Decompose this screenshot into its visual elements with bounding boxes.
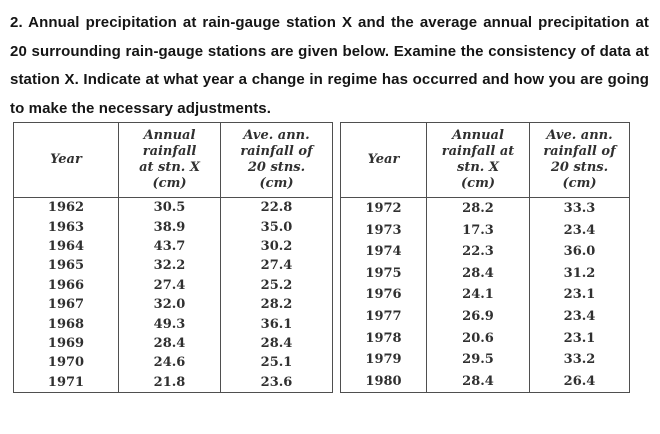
table-filler <box>340 391 630 393</box>
table-row: 1980 28.4 26.4 <box>340 370 630 392</box>
table-header: Year Annual rainfall at stn. X (cm) Ave.… <box>340 122 630 198</box>
table-cell: 1972 <box>340 197 427 220</box>
table-cell: 23.1 <box>529 284 630 306</box>
table-cell: 28.4 <box>220 333 333 354</box>
table-cell: 26.9 <box>426 305 530 328</box>
table-cell: 29.5 <box>426 348 530 371</box>
rainfall-table-1962-1971: Year Annual rainfall at stn. X (cm) Ave.… <box>13 122 333 393</box>
table-cell: 1977 <box>340 305 427 328</box>
table-cell: 49.3 <box>118 314 221 334</box>
column-header-station-x-rainfall: Annual rainfall at stn. X (cm) <box>118 122 221 198</box>
table-row: 1968 49.3 36.1 <box>13 314 333 334</box>
table-row: 1972 28.2 33.3 <box>340 197 630 220</box>
table-cell: 43.7 <box>118 236 221 257</box>
table-cell: 1980 <box>340 370 427 392</box>
table-cell: 22.3 <box>426 241 530 263</box>
table-row: 1971 21.8 23.6 <box>13 372 333 393</box>
table-cell: 30.2 <box>220 236 333 257</box>
table-cell: 25.1 <box>220 353 333 373</box>
table-cell: 28.2 <box>220 294 333 315</box>
empty-row <box>340 391 630 393</box>
table-cell: 28.4 <box>426 262 530 285</box>
table-row: 1975 28.4 31.2 <box>340 262 630 285</box>
table-cell: 1975 <box>340 262 427 285</box>
table-cell: 24.6 <box>118 353 221 373</box>
table-cell: 1964 <box>13 236 119 257</box>
table-row: 1973 17.3 23.4 <box>340 219 630 242</box>
empty-cell <box>426 391 530 393</box>
column-header-year: Year <box>340 122 427 198</box>
table-row: 1977 26.9 23.4 <box>340 305 630 328</box>
table-cell: 35.0 <box>220 217 333 237</box>
table-cell: 21.8 <box>118 372 221 393</box>
table-row: 1979 29.5 33.2 <box>340 348 630 371</box>
table-cell: 28.2 <box>426 197 530 220</box>
empty-cell <box>340 391 427 393</box>
table-cell: 27.4 <box>220 256 333 276</box>
column-header-station-x-rainfall: Annual rainfall at stn. X (cm) <box>426 122 530 198</box>
table-cell: 1974 <box>340 241 427 263</box>
table-cell: 1969 <box>13 333 119 354</box>
table-cell: 1965 <box>13 256 119 276</box>
table-row: 1964 43.7 30.2 <box>13 236 333 257</box>
table-cell: 23.1 <box>529 327 630 349</box>
table-cell: 1963 <box>13 217 119 237</box>
table-cell: 28.4 <box>426 370 530 392</box>
table-row: 1976 24.1 23.1 <box>340 284 630 306</box>
column-header-avg-20-stations: Ave. ann. rainfall of 20 stns. (cm) <box>529 122 630 198</box>
table-row: 1978 20.6 23.1 <box>340 327 630 349</box>
table-cell: 31.2 <box>529 262 630 285</box>
table-cell: 23.4 <box>529 305 630 328</box>
table-row: 1962 30.5 22.8 <box>13 197 333 218</box>
table-row: 1966 27.4 25.2 <box>13 275 333 295</box>
table-cell: 36.0 <box>529 241 630 263</box>
table-cell: 23.6 <box>220 372 333 393</box>
table-cell: 32.0 <box>118 294 221 315</box>
table-cell: 24.1 <box>426 284 530 306</box>
table-cell: 1966 <box>13 275 119 295</box>
empty-cell <box>529 391 630 393</box>
table-body: 1962 30.5 22.8 1963 38.9 35.0 1964 43.7 30.2 1965… <box>13 197 333 393</box>
table-cell: 17.3 <box>426 219 530 242</box>
table-cell: 1971 <box>13 372 119 393</box>
table-body: 1972 28.2 33.3 1973 17.3 23.4 1974 22.3 36.0 1975… <box>340 197 630 392</box>
table-cell: 1970 <box>13 353 119 373</box>
table-cell: 1973 <box>340 219 427 242</box>
table-cell: 26.4 <box>529 370 630 392</box>
problem-statement: 2. Annual precipitation at rain-gauge st… <box>10 14 649 117</box>
table-cell: 1962 <box>13 197 119 218</box>
table-cell: 1978 <box>340 327 427 349</box>
table-row: 1963 38.9 35.0 <box>13 217 333 237</box>
column-header-year: Year <box>13 122 119 198</box>
table-cell: 36.1 <box>220 314 333 334</box>
table-cell: 28.4 <box>118 333 221 354</box>
table-row: 1974 22.3 36.0 <box>340 241 630 263</box>
table-row: 1970 24.6 25.1 <box>13 353 333 373</box>
table-cell: 27.4 <box>118 275 221 295</box>
table-cell: 1979 <box>340 348 427 371</box>
table-cell: 33.2 <box>529 348 630 371</box>
table-cell: 23.4 <box>529 219 630 242</box>
table-cell: 32.2 <box>118 256 221 276</box>
table-cell: 25.2 <box>220 275 333 295</box>
table-cell: 30.5 <box>118 197 221 218</box>
table-cell: 1967 <box>13 294 119 315</box>
table-cell: 22.8 <box>220 197 333 218</box>
table-row: 1969 28.4 28.4 <box>13 333 333 354</box>
table-cell: 33.3 <box>529 197 630 220</box>
table-row: 1965 32.2 27.4 <box>13 256 333 276</box>
data-tables: Year Annual rainfall at stn. X (cm) Ave.… <box>13 122 630 393</box>
table-cell: 20.6 <box>426 327 530 349</box>
table-cell: 1976 <box>340 284 427 306</box>
table-header: Year Annual rainfall at stn. X (cm) Ave.… <box>13 122 333 198</box>
rainfall-table-1972-1980: Year Annual rainfall at stn. X (cm) Ave.… <box>340 122 630 393</box>
table-cell: 38.9 <box>118 217 221 237</box>
table-row: 1967 32.0 28.2 <box>13 294 333 315</box>
table-cell: 1968 <box>13 314 119 334</box>
column-header-avg-20-stations: Ave. ann. rainfall of 20 stns. (cm) <box>220 122 333 198</box>
